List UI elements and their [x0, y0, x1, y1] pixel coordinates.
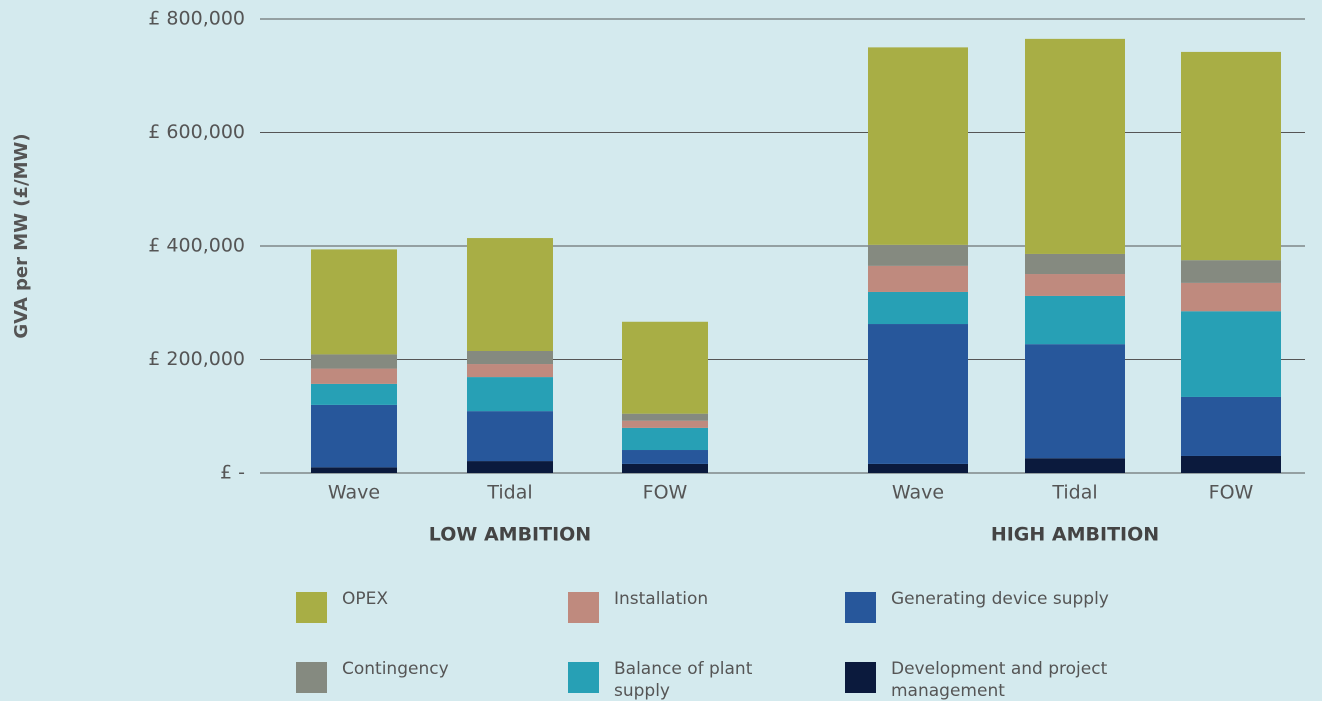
bar-segment — [311, 467, 397, 473]
legend-swatch — [568, 662, 599, 693]
bar-segment — [1025, 38, 1125, 254]
y-tick-label: £ 400,000 — [148, 235, 245, 257]
bar-segment — [467, 364, 553, 378]
bar-segment — [1181, 455, 1281, 473]
bar-segment — [311, 368, 397, 384]
bar-segment — [622, 321, 708, 414]
bar-segment — [868, 244, 968, 266]
bar-segment — [467, 411, 553, 462]
bar-segment — [1181, 396, 1281, 456]
bar-segment — [467, 461, 553, 473]
bar-segment — [1025, 274, 1125, 296]
group-label: LOW AMBITION — [429, 524, 591, 546]
y-tick-label: £ 800,000 — [148, 8, 245, 30]
y-axis-label: GVA per MW (£/MW) — [11, 133, 32, 338]
legend-swatch — [845, 592, 876, 623]
legend-label: Generating device supply — [891, 589, 1109, 609]
legend-item: Balance of plant supply — [614, 659, 753, 701]
y-tick-label: £ - — [220, 462, 245, 484]
legend-item: Development and project management — [891, 659, 1108, 701]
x-tick-label: Tidal — [1051, 482, 1097, 504]
legend-label: Balance of plant supply — [614, 659, 753, 701]
legend-item: Contingency — [342, 659, 449, 679]
x-tick-label: Wave — [892, 482, 944, 504]
group-label: HIGH AMBITION — [991, 524, 1159, 546]
bar-segment — [467, 350, 553, 365]
bar-segment — [868, 463, 968, 473]
x-tick-label: Wave — [328, 482, 380, 504]
bar-segment — [622, 463, 708, 473]
legend-label: Installation — [614, 589, 709, 609]
bar-segment — [311, 404, 397, 468]
bar-segment — [622, 450, 708, 464]
legend-swatch — [296, 662, 327, 693]
bar-segment — [622, 420, 708, 428]
y-tick-label: £ 600,000 — [148, 121, 245, 143]
legend-label: Development and project management — [891, 659, 1108, 701]
bar-segment — [311, 354, 397, 369]
legend-label: OPEX — [342, 589, 389, 609]
bar-segment — [1025, 253, 1125, 275]
bar-segment — [1181, 51, 1281, 261]
legend-item: Installation — [614, 589, 709, 609]
legend-swatch — [845, 662, 876, 693]
x-tick-label: FOW — [643, 482, 688, 504]
legend-swatch — [296, 592, 327, 623]
x-tick-label: Tidal — [486, 482, 532, 504]
legend-swatch — [568, 592, 599, 623]
bar-segment — [311, 249, 397, 355]
x-tick-label: FOW — [1209, 482, 1254, 504]
bar-segment — [622, 413, 708, 421]
bar-segment — [1181, 260, 1281, 283]
bar-segment — [868, 324, 968, 464]
legend-label: Contingency — [342, 659, 449, 679]
bar-segment — [622, 427, 708, 451]
bar-segment — [467, 377, 553, 412]
legend-item: OPEX — [342, 589, 389, 609]
bar-segment — [1181, 311, 1281, 397]
bar-segment — [1025, 458, 1125, 473]
bar-segment — [868, 265, 968, 292]
bar-segment — [1181, 282, 1281, 312]
bar-segment — [1025, 344, 1125, 459]
y-tick-label: £ 200,000 — [148, 348, 245, 370]
bar-segment — [311, 383, 397, 405]
bar-segment — [868, 291, 968, 325]
bar-segment — [1025, 295, 1125, 345]
bar-segment — [467, 238, 553, 351]
legend-item: Generating device supply — [891, 589, 1109, 609]
bar-segment — [868, 47, 968, 245]
